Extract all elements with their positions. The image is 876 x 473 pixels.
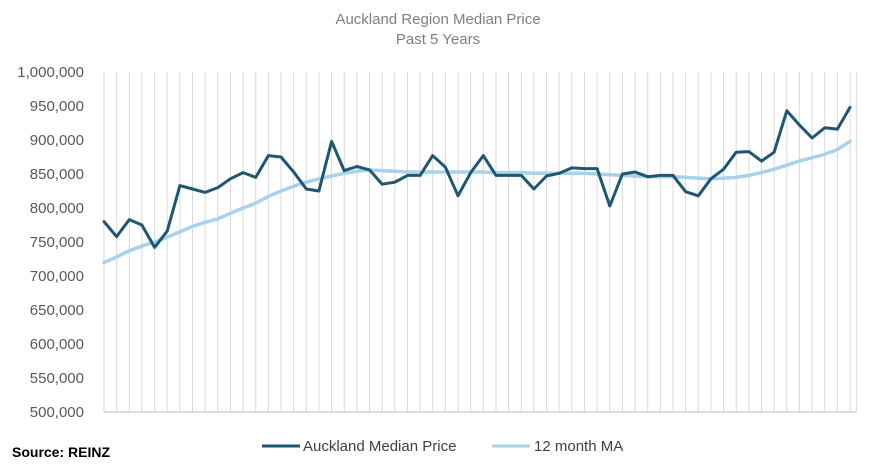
series-line-median bbox=[102, 105, 852, 249]
y-tick-label: 600,000 bbox=[30, 336, 84, 353]
y-tick-label: 800,000 bbox=[30, 200, 84, 217]
y-tick-label: 650,000 bbox=[30, 302, 84, 319]
y-tick-label: 950,000 bbox=[30, 98, 84, 115]
series-line-ma bbox=[102, 139, 852, 265]
y-axis: 500,000 550,000 600,000 650,000 700,000 750,0… bbox=[17, 64, 84, 421]
source-note: Source: REINZ bbox=[12, 444, 110, 460]
legend: Auckland Median Price 12 month MA bbox=[262, 438, 623, 455]
y-tick-label: 1,000,000 bbox=[17, 64, 84, 81]
y-tick-label: 500,000 bbox=[30, 404, 84, 421]
legend-label-ma: 12 month MA bbox=[534, 438, 623, 455]
y-tick-label: 900,000 bbox=[30, 132, 84, 149]
legend-label-median: Auckland Median Price bbox=[303, 438, 456, 455]
series-layer bbox=[102, 105, 852, 265]
vertical-gridlines bbox=[103, 72, 857, 412]
y-tick-label: 750,000 bbox=[30, 234, 84, 251]
chart-subtitle: Past 5 Years bbox=[396, 31, 480, 48]
y-tick-label: 850,000 bbox=[30, 166, 84, 183]
chart-title: Auckland Region Median Price bbox=[335, 11, 540, 28]
y-tick-label: 550,000 bbox=[30, 370, 84, 387]
y-tick-label: 700,000 bbox=[30, 268, 84, 285]
